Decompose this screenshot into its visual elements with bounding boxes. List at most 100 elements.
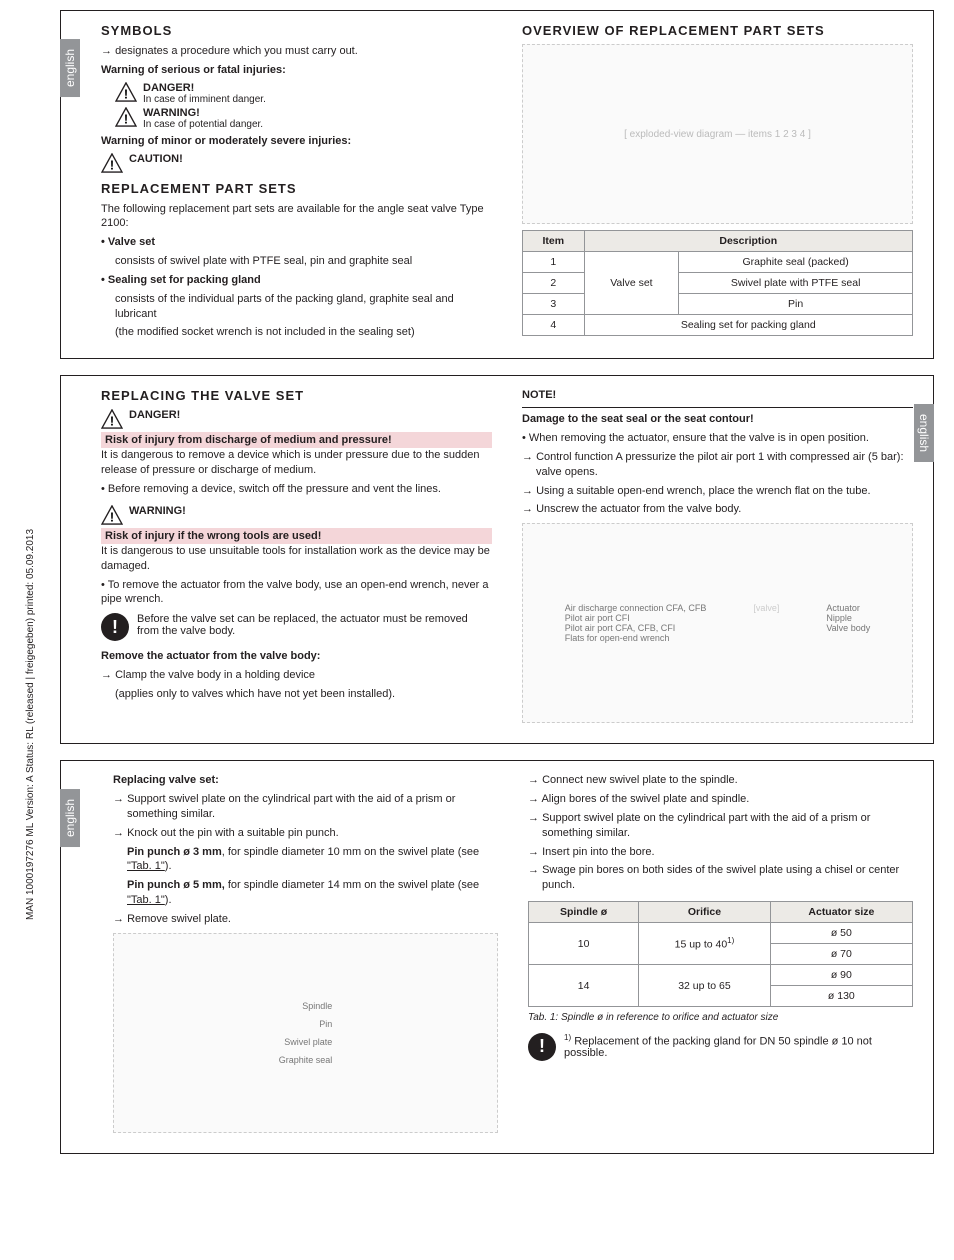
warning-label: WARNING! — [129, 505, 186, 517]
caution-row: ! CAUTION! — [101, 153, 492, 173]
td: Sealing set for packing gland — [584, 315, 912, 336]
sealing-set-note: (the modified socket wrench is not inclu… — [101, 325, 492, 340]
col-replacing-right: NOTE! Damage to the seat seal or the sea… — [522, 388, 913, 729]
col-p3-left: Replacing valve set: → Support swivel pl… — [101, 773, 498, 1139]
fig-label: Graphite seal — [279, 1051, 333, 1069]
th: Spindle ø — [529, 902, 639, 923]
overview-table: ItemDescription 1Valve setGraphite seal … — [522, 230, 913, 336]
p3r-s3: → Support swivel plate on the cylindrica… — [528, 811, 913, 841]
language-tab: english — [914, 404, 934, 462]
info-note-row: ! Before the valve set can be replaced, … — [101, 613, 492, 641]
swivel-figure: Spindle Pin Swivel plate Graphite seal — [113, 933, 498, 1133]
info-note-text: Before the valve set can be replaced, th… — [137, 613, 492, 637]
overview-heading: OVERVIEW OF REPLACEMENT PART SETS — [522, 23, 913, 38]
p3-s1: → Support swivel plate on the cylindrica… — [113, 792, 498, 822]
th-desc: Description — [584, 231, 912, 252]
td: Swivel plate with PTFE seal — [679, 273, 913, 294]
step-a: → Control function A pressurize the pilo… — [522, 450, 913, 480]
p3-s3: → Remove swivel plate. — [113, 912, 498, 927]
language-tab: english — [60, 789, 80, 847]
th-item: Item — [523, 231, 585, 252]
language-tab: english — [60, 39, 80, 97]
danger-p1: It is dangerous to remove a device which… — [101, 448, 492, 478]
warn-serious-title: Warning of serious or fatal injuries: — [101, 63, 492, 78]
danger-band: Risk of injury from discharge of medium … — [101, 432, 492, 448]
fig-label: Flats for open-end wrench — [565, 633, 707, 643]
info-icon: ! — [528, 1033, 556, 1061]
footnote-row: ! 1) Replacement of the packing gland fo… — [528, 1033, 913, 1061]
replacing-heading: REPLACING THE VALVE SET — [101, 388, 492, 403]
td: ø 90 — [770, 965, 912, 986]
p3-s2c: Pin punch ø 5 mm, for spindle diameter 1… — [113, 878, 498, 908]
danger-text: In case of imminent danger. — [143, 94, 266, 105]
warning-row: ! WARNING! In case of potential danger. — [101, 107, 492, 130]
remove-step1b: (applies only to valves which have not y… — [101, 687, 492, 702]
valve-set-label: Valve set — [101, 235, 492, 250]
td: 10 — [529, 923, 639, 965]
warning-p2: To remove the actuator from the valve bo… — [101, 578, 492, 608]
spindle-table: Spindle ø Orifice Actuator size 1015 up … — [528, 901, 913, 1007]
note-p1: When removing the actuator, ensure that … — [522, 431, 913, 446]
fig-label: Nipple — [826, 613, 870, 623]
step-c: → Unscrew the actuator from the valve bo… — [522, 502, 913, 517]
replacement-sets-heading: REPLACEMENT PART SETS — [101, 181, 492, 196]
fig-label: Pin — [279, 1015, 333, 1033]
col-overview: OVERVIEW OF REPLACEMENT PART SETS [ expl… — [522, 23, 913, 344]
warning-triangle-icon: ! — [115, 107, 137, 127]
remove-step1: → Clamp the valve body in a holding devi… — [101, 668, 492, 683]
panel-symbols-overview: english SYMBOLS → designates a procedure… — [60, 10, 934, 359]
danger-row: ! DANGER! In case of imminent danger. — [101, 82, 492, 105]
td: 32 up to 65 — [639, 965, 771, 1007]
td: ø 130 — [770, 986, 912, 1007]
side-metadata: MAN 1000197276 ML Version: A Status: RL … — [25, 529, 36, 920]
replacing-valve-set-title: Replacing valve set: — [113, 773, 498, 788]
warn-minor-title: Warning of minor or moderately severe in… — [101, 134, 492, 149]
warning-triangle-icon: ! — [115, 82, 137, 102]
p3-s2b: Pin punch ø 3 mm, for spindle diameter 1… — [113, 845, 498, 875]
warning-p1: It is dangerous to use unsuitable tools … — [101, 544, 492, 574]
fig-label: Air discharge connection CFA, CFB — [565, 603, 707, 613]
th: Actuator size — [770, 902, 912, 923]
caution-label: CAUTION! — [129, 153, 183, 165]
col-p3-right: → Connect new swivel plate to the spindl… — [528, 773, 913, 1139]
overview-figure: [ exploded-view diagram — items 1 2 3 4 … — [522, 44, 913, 224]
p3r-s1: → Connect new swivel plate to the spindl… — [528, 773, 913, 788]
info-icon: ! — [101, 613, 129, 641]
fig-label: Pilot air port CFA, CFB, CFI — [565, 623, 707, 633]
symbols-heading: SYMBOLS — [101, 23, 492, 38]
td: 3 — [523, 294, 585, 315]
td: 14 — [529, 965, 639, 1007]
warning-triangle-icon: ! — [101, 409, 123, 429]
svg-text:!: ! — [110, 157, 114, 172]
fig-label: Swivel plate — [279, 1033, 333, 1051]
td: 4 — [523, 315, 585, 336]
danger-label: DANGER! — [143, 82, 266, 94]
warning-triangle-icon: ! — [101, 505, 123, 525]
remove-title: Remove the actuator from the valve body: — [101, 649, 492, 664]
designates-line: → designates a procedure which you must … — [101, 44, 492, 59]
fig-label: Actuator — [826, 603, 870, 613]
sealing-set-desc: consists of the individual parts of the … — [101, 292, 492, 322]
warning-text: In case of potential danger. — [143, 119, 263, 130]
danger-label: DANGER! — [129, 409, 180, 421]
p3r-s4: → Insert pin into the bore. — [528, 845, 913, 860]
td: Pin — [679, 294, 913, 315]
footnote-text: 1) Replacement of the packing gland for … — [564, 1033, 913, 1060]
warning-band: Risk of injury if the wrong tools are us… — [101, 528, 492, 544]
fig-label: Valve body — [826, 623, 870, 633]
step-b: → Using a suitable open-end wrench, plac… — [522, 484, 913, 499]
p3r-s5: → Swage pin bores on both sides of the s… — [528, 863, 913, 893]
danger-block: ! DANGER! — [101, 409, 492, 429]
td: Graphite seal (packed) — [679, 252, 913, 273]
p3r-s2: → Align bores of the swivel plate and sp… — [528, 792, 913, 807]
actuator-figure: Air discharge connection CFA, CFB Pilot … — [522, 523, 913, 723]
danger-p2: Before removing a device, switch off the… — [101, 482, 492, 497]
note-title: NOTE! — [522, 388, 913, 403]
svg-text:!: ! — [110, 509, 114, 524]
td: 2 — [523, 273, 585, 294]
valve-set-desc: consists of swivel plate with PTFE seal,… — [101, 254, 492, 269]
replacement-intro: The following replacement part sets are … — [101, 202, 492, 232]
col-replacing-left: REPLACING THE VALVE SET ! DANGER! Risk o… — [101, 388, 492, 729]
warning-triangle-icon: ! — [101, 153, 123, 173]
warning-block: ! WARNING! — [101, 505, 492, 525]
